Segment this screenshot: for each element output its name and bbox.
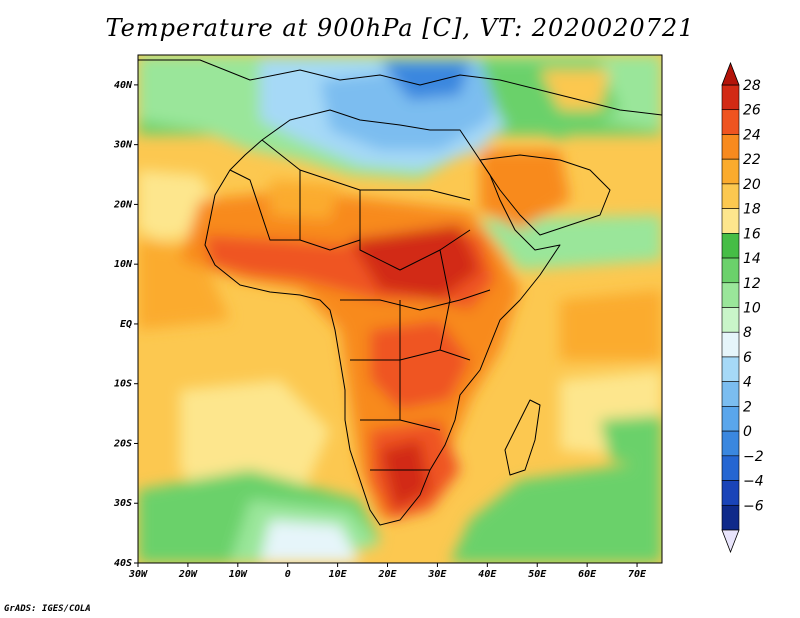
colorbar-swatch (721, 331, 740, 358)
colorbar-swatch (721, 381, 740, 407)
colorbar-swatch (721, 109, 740, 135)
coastlines (138, 59, 663, 526)
colorbar-label: 16 (743, 226, 761, 242)
colorbar-swatch (721, 183, 740, 209)
y-tick-label: 30S (113, 498, 132, 509)
colorbar-swatch (721, 282, 740, 308)
colorbar-bottom-arrow (721, 529, 740, 554)
colorbar-label: 2 (743, 399, 752, 415)
colorbar-swatch (721, 430, 740, 457)
colorbar-swatch (721, 257, 740, 284)
x-tick-label: 20E (377, 569, 397, 580)
colorbar-label: 26 (743, 103, 761, 119)
colorbar-swatch (721, 134, 740, 160)
x-tick-label: 20W (178, 569, 198, 580)
x-tick-label: 10W (229, 569, 248, 580)
colorbar-top-arrow (721, 61, 740, 86)
colorbar-label: 18 (743, 202, 761, 218)
colorbar-swatch (721, 480, 740, 506)
y-tick-label: 10S (114, 379, 132, 390)
colorbar-label: 20 (743, 177, 761, 193)
colorbar-swatch (721, 208, 740, 234)
x-tick-label: 0 (285, 569, 291, 580)
colorbar-swatch (721, 406, 740, 432)
colorbar-swatch (721, 84, 740, 111)
y-tick-label: 10N (114, 259, 133, 270)
colorbar-label: 0 (743, 424, 752, 440)
colorbar-label: −2 (743, 449, 764, 465)
y-tick-label: 20N (113, 199, 133, 210)
map-title: Temperature at 900hPa [C], VT: 202002072… (105, 14, 695, 42)
colorbar-label: 4 (743, 375, 752, 391)
x-tick-label: 50E (528, 569, 547, 580)
colorbar-swatch (721, 233, 740, 259)
y-axis-ticks: 40N 30N 20N 10N EQ 10S 20S 30S 40S (113, 80, 138, 569)
colorbar-label: 6 (743, 350, 752, 366)
x-axis-ticks: 30W 20W 10W 0 10E 20E 30E 40E 50E 60E 70E (128, 563, 647, 580)
y-tick-label: 40N (114, 80, 133, 91)
x-tick-label: 30E (427, 569, 447, 580)
colorbar-label: 10 (743, 301, 761, 317)
x-tick-label: 10E (329, 569, 348, 580)
y-tick-label: 40S (114, 558, 132, 569)
y-tick-label: EQ (120, 319, 132, 330)
colorbar-label: 14 (743, 251, 761, 267)
x-tick-label: 30W (128, 569, 148, 580)
colorbar-swatch (721, 356, 740, 382)
x-tick-label: 40E (478, 569, 497, 580)
colorbar-label: 12 (743, 276, 761, 292)
colorbar-label: 28 (743, 78, 761, 94)
colorbar-label: −4 (743, 474, 764, 490)
y-tick-label: 30N (113, 140, 133, 151)
colorbar-swatch (721, 504, 740, 531)
colorbar-swatch (721, 307, 740, 333)
colorbar-swatch (721, 158, 740, 185)
x-tick-label: 60E (578, 569, 597, 580)
y-tick-label: 20S (113, 438, 132, 449)
grads-credit: GrADS: IGES/COLA (4, 604, 91, 614)
colorbar-label: −6 (743, 498, 764, 514)
map-frame (137, 54, 663, 564)
colorbar-label: 22 (743, 152, 761, 168)
x-tick-label: 70E (628, 569, 647, 580)
colorbar-label: 24 (743, 127, 761, 143)
colorbar-label: 8 (743, 325, 752, 341)
colorbar-swatch (721, 455, 740, 481)
